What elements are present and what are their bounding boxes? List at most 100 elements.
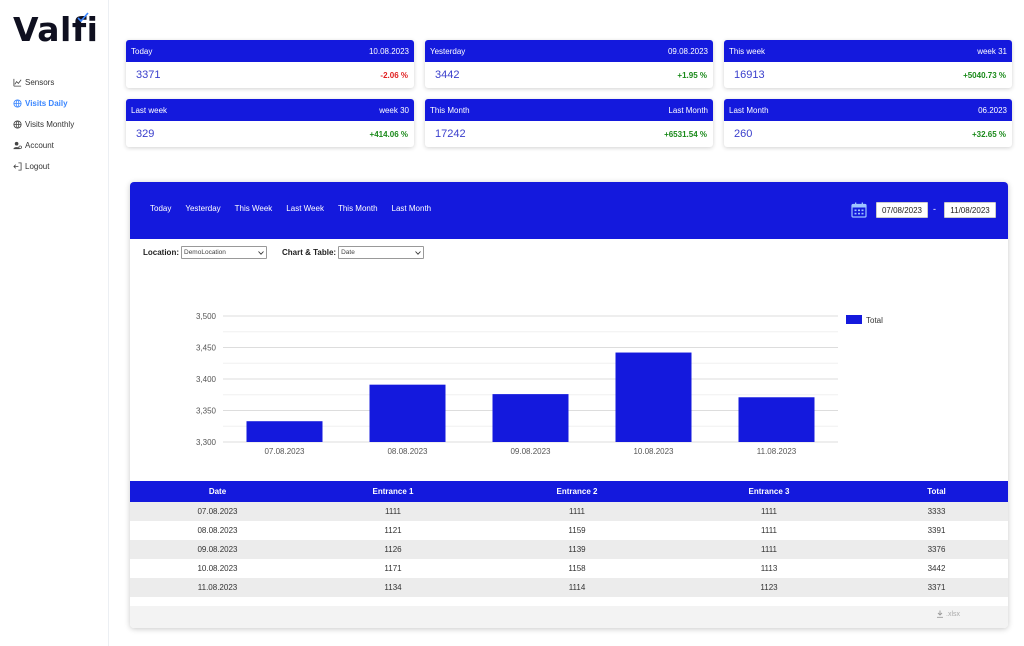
- table-cell: 1111: [760, 507, 777, 516]
- card-change: +1.95 %: [677, 70, 707, 80]
- panel-header: Today Yesterday This Week Last Week This…: [130, 182, 1008, 239]
- card-change: +6531.54 %: [664, 129, 707, 139]
- stat-card-today: Today 10.08.2023 3371 -2.06 %: [126, 40, 414, 88]
- x-tick-label: 07.08.2023: [264, 447, 305, 456]
- chart-table-select[interactable]: Date: [338, 246, 425, 259]
- filter-today-button[interactable]: Today: [150, 204, 172, 213]
- column-header[interactable]: Entrance 3: [748, 487, 790, 496]
- x-tick-label: 08.08.2023: [387, 447, 428, 456]
- table-cell: 10.08.2023: [197, 564, 238, 573]
- table-cell: 1114: [568, 583, 586, 592]
- table-cell: 09.08.2023: [197, 545, 238, 554]
- table-cell: 1111: [760, 526, 777, 535]
- sidebar-item-logout[interactable]: Logout: [13, 156, 74, 177]
- sidebar-nav: Sensors Visits Daily Visits Monthly Acco…: [13, 72, 74, 177]
- table-cell: 1121: [384, 526, 402, 535]
- table-cell: 1113: [760, 564, 778, 573]
- logout-icon: [13, 162, 22, 171]
- card-value: 17242: [435, 128, 466, 140]
- sidebar-item-label: Visits Daily: [25, 99, 68, 108]
- calendar-icon[interactable]: [851, 202, 867, 218]
- column-header[interactable]: Date: [208, 487, 227, 496]
- card-label: This Month: [430, 105, 470, 115]
- table-cell: 1139: [568, 545, 586, 554]
- y-tick-label: 3,400: [196, 375, 217, 384]
- date-to-input[interactable]: 11/08/2023: [944, 202, 996, 218]
- card-label: Yesterday: [430, 46, 466, 56]
- card-value: 16913: [734, 69, 765, 81]
- sidebar-item-label: Visits Monthly: [25, 120, 75, 129]
- visits-bar-chart: 3,300 3,350 3,400 3,450 3,500 07.08.2023 08.08…: [196, 312, 883, 456]
- table-row: 11.08.2023 1134 1114 1123 3371: [130, 578, 1008, 597]
- chevron-down-icon: [258, 250, 264, 255]
- card-meta: week 30: [379, 105, 409, 115]
- location-label: Location:: [143, 248, 179, 257]
- card-meta: 09.08.2023: [667, 46, 708, 56]
- table-cell: 1158: [568, 564, 586, 573]
- card-value: 3371: [136, 69, 161, 81]
- table-row: 07.08.2023 1111 1111 1111 3333: [130, 502, 1008, 521]
- filter-last-week-button[interactable]: Last Week: [286, 204, 324, 213]
- card-value: 3442: [435, 69, 460, 81]
- card-meta: 10.08.2023: [368, 46, 409, 56]
- table-cell: 1123: [760, 583, 778, 592]
- bar: [738, 397, 815, 442]
- legend-swatch: [846, 315, 862, 324]
- sidebar-item-account[interactable]: Account: [13, 135, 74, 156]
- table-cell: 1134: [384, 583, 402, 592]
- stat-card-yesterday: Yesterday 09.08.2023 3442 +1.95 %: [425, 40, 713, 88]
- bar: [246, 421, 323, 442]
- card-value: 260: [734, 128, 753, 140]
- card-value: 329: [136, 128, 155, 140]
- table-cell: 1126: [384, 545, 402, 554]
- column-header[interactable]: Total: [927, 487, 946, 496]
- bar: [369, 384, 446, 442]
- table-footer: .xlsx: [130, 606, 1008, 628]
- card-label: Today: [131, 46, 153, 56]
- globe-icon: [13, 120, 22, 129]
- table-row: 09.08.2023 1126 1139 1111 3376: [130, 540, 1008, 559]
- sidebar-item-label: Sensors: [25, 78, 55, 87]
- table-cell: 3391: [927, 526, 946, 535]
- filter-this-month-button[interactable]: This Month: [337, 204, 378, 213]
- logo-check-icon: [77, 12, 89, 22]
- table-header: Date Entrance 1 Entrance 2 Entrance 3 To…: [130, 481, 1008, 502]
- table-cell: 1171: [384, 564, 402, 573]
- filter-last-month-button[interactable]: Last Month: [391, 204, 432, 213]
- chart-controls: Location: DemoLocation Chart & Table: Da…: [143, 246, 439, 259]
- bar: [615, 352, 692, 442]
- y-tick-label: 3,450: [196, 344, 217, 353]
- sidebar-item-sensors[interactable]: Sensors: [13, 72, 74, 93]
- chart-table-label: Chart & Table:: [282, 248, 337, 257]
- date-from-input[interactable]: 07/08/2023: [876, 202, 928, 218]
- sidebar: Valfi Sensors Visits Daily Visits Monthl…: [0, 0, 109, 646]
- table-cell: 3371: [927, 583, 946, 592]
- card-label: Last week: [131, 105, 168, 115]
- stat-card-this-month: This Month Last Month 17242 +6531.54 %: [425, 99, 713, 147]
- globe-icon: [13, 99, 22, 108]
- sidebar-item-visits-daily[interactable]: Visits Daily: [13, 93, 74, 114]
- y-tick-label: 3,350: [196, 407, 217, 416]
- column-header[interactable]: Entrance 2: [556, 487, 598, 496]
- table-cell: 1159: [568, 526, 586, 535]
- date-separator: -: [933, 204, 936, 214]
- card-change: -2.06 %: [380, 70, 408, 80]
- chart-table-select-value: Date: [341, 249, 355, 256]
- location-select-value: DemoLocation: [184, 249, 226, 256]
- legend-label: Total: [866, 316, 883, 325]
- sidebar-item-label: Logout: [25, 162, 50, 171]
- filter-this-week-button[interactable]: This Week: [234, 204, 273, 213]
- sidebar-item-visits-monthly[interactable]: Visits Monthly: [13, 114, 74, 135]
- table-row: 08.08.2023 1121 1159 1111 3391: [130, 521, 1008, 540]
- column-header[interactable]: Entrance 1: [372, 487, 414, 496]
- export-xlsx-button[interactable]: .xlsx: [936, 610, 960, 618]
- table-body: 07.08.2023 1111 1111 1111 3333 08.08.202…: [130, 502, 1008, 597]
- visits-panel: Today Yesterday This Week Last Week This…: [130, 182, 1008, 628]
- card-label: Last Month: [729, 105, 769, 115]
- card-label: This week: [729, 46, 766, 56]
- location-select[interactable]: DemoLocation: [181, 246, 267, 259]
- filter-yesterday-button[interactable]: Yesterday: [185, 204, 221, 213]
- table-cell: 1111: [384, 507, 401, 516]
- sidebar-item-label: Account: [25, 141, 54, 150]
- table-cell: 11.08.2023: [197, 583, 238, 592]
